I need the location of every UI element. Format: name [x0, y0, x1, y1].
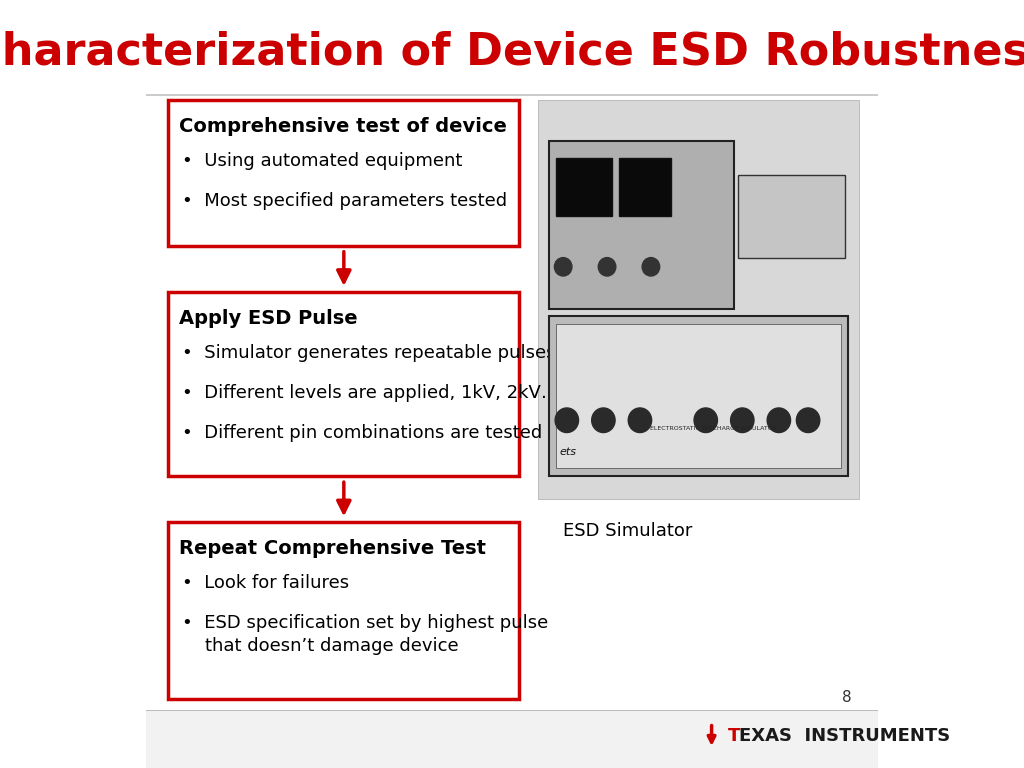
Text: ets: ets [559, 447, 577, 457]
FancyBboxPatch shape [146, 94, 878, 96]
Text: Comprehensive test of device: Comprehensive test of device [179, 117, 507, 136]
FancyBboxPatch shape [738, 174, 845, 258]
Text: ELECTROSTATIC DISCHARGE SIMULATOR: ELECTROSTATIC DISCHARGE SIMULATOR [650, 425, 777, 431]
Text: ESD Simulator: ESD Simulator [563, 522, 692, 540]
Circle shape [767, 408, 791, 432]
Text: •  Look for failures: • Look for failures [181, 574, 348, 592]
Text: •  ESD specification set by highest pulse
    that doesn’t damage device: • ESD specification set by highest pulse… [181, 614, 548, 654]
Text: Repeat Comprehensive Test: Repeat Comprehensive Test [179, 539, 486, 558]
Circle shape [629, 408, 651, 432]
Text: •  Different pin combinations are tested: • Different pin combinations are tested [181, 424, 542, 442]
Circle shape [694, 408, 718, 432]
Circle shape [598, 257, 615, 276]
Circle shape [555, 408, 579, 432]
FancyBboxPatch shape [538, 100, 859, 499]
Text: •  Most specified parameters tested: • Most specified parameters tested [181, 192, 507, 210]
Text: Apply ESD Pulse: Apply ESD Pulse [179, 309, 358, 328]
FancyBboxPatch shape [168, 522, 519, 699]
Circle shape [797, 408, 820, 432]
FancyBboxPatch shape [549, 316, 848, 476]
FancyBboxPatch shape [549, 141, 734, 309]
Text: EXAS  INSTRUMENTS: EXAS INSTRUMENTS [738, 727, 950, 745]
Text: •  Using automated equipment: • Using automated equipment [181, 152, 462, 170]
FancyBboxPatch shape [168, 292, 519, 476]
Circle shape [642, 257, 659, 276]
Circle shape [730, 408, 754, 432]
Text: T: T [728, 727, 740, 745]
FancyBboxPatch shape [146, 710, 878, 711]
Text: 8: 8 [843, 690, 852, 705]
Text: Characterization of Device ESD Robustness: Characterization of Device ESD Robustnes… [0, 31, 1024, 74]
Circle shape [592, 408, 615, 432]
FancyBboxPatch shape [146, 710, 878, 768]
FancyBboxPatch shape [620, 157, 671, 217]
Text: •  Simulator generates repeatable pulses: • Simulator generates repeatable pulses [181, 344, 555, 362]
Circle shape [554, 257, 572, 276]
FancyBboxPatch shape [168, 100, 519, 246]
FancyBboxPatch shape [556, 324, 841, 468]
Text: •  Different levels are applied, 1kV, 2kV…: • Different levels are applied, 1kV, 2kV… [181, 384, 558, 402]
FancyBboxPatch shape [556, 157, 611, 217]
